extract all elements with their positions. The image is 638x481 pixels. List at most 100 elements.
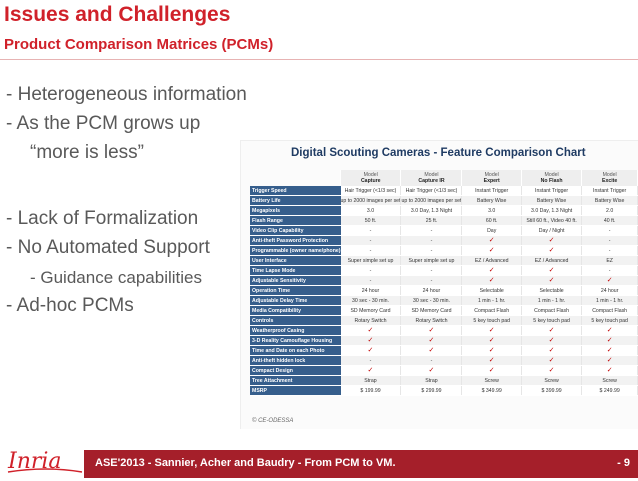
check-icon: ✓ [521,355,583,366]
check-icon: ✓ [521,345,583,356]
title-divider [0,59,638,60]
table-row: Trigger Speed Hair Trigger (<1/3 sec) Hair… [250,186,638,196]
check-icon: ✓ [461,345,522,356]
feature-value: Strap [400,375,463,386]
check-icon: ✓ [400,365,463,376]
feature-label: Anti-theft hidden lock [250,355,341,366]
feature-value: 1 min - 1 hr. [461,295,522,306]
feature-label: Adjustable Delay Time [250,295,341,306]
feature-label: Anti-theft Password Protection [250,235,341,246]
feature-value: 5 key touch pad [521,315,583,326]
check-icon: ✓ [521,235,583,246]
feature-value: $ 349.99 [461,385,522,396]
table-row: Compact Design ✓ ✓ ✓ ✓ ✓ [250,365,638,376]
feature-value: 1 min - 1 hr. [581,295,638,306]
feature-value: - [400,235,463,246]
table-row: Time Lapse Mode - - ✓ ✓ - [250,265,638,276]
model-name: Excite [601,178,618,184]
feature-value: 30 sec - 30 min. [340,295,402,306]
slide-title: Issues and Challenges [4,3,231,26]
check-icon: ✓ [521,325,583,336]
feature-value: Rotary Switch [400,315,463,326]
feature-label: Adjustable Sensitivity [250,275,341,286]
feature-value: Battery Wise [581,195,638,206]
model-header: Model Excite [581,170,638,186]
feature-value: - [581,235,638,246]
feature-value: 3.0 [461,205,522,216]
feature-value: Screw [521,375,583,386]
feature-value: EZ / Advanced [521,255,583,266]
feature-label: Time Lapse Mode [250,265,341,276]
check-icon: ✓ [340,325,402,336]
feature-value: 24 hour [581,285,638,296]
check-icon: ✓ [461,335,522,346]
feature-value: EZ / Advanced [461,255,522,266]
model-word: Model [424,172,439,178]
feature-value: Screw [461,375,522,386]
feature-value: - [400,225,463,236]
comparison-table: Model Capture Model Capture IR Model Expert Mo… [250,170,638,396]
feature-value: Strap [340,375,402,386]
table-row: Adjustable Delay Time 30 sec - 30 min. 30 … [250,295,638,306]
feature-value: Super simple set up [400,255,463,266]
check-icon: ✓ [340,335,402,346]
comparison-chart-title: Digital Scouting Cameras - Feature Compa… [291,147,586,159]
feature-value: - [581,245,638,256]
feature-value: 2.0 [581,205,638,216]
feature-label: Compact Design [250,365,341,376]
feature-label: Operation Time [250,285,341,296]
check-icon: ✓ [521,365,583,376]
check-icon: ✓ [581,275,638,286]
bullet-adhoc-pcms: - Ad-hoc PCMs [6,295,134,316]
feature-value: 5 key touch pad [581,315,638,326]
feature-label: Media Compatibility [250,305,341,316]
model-word: Model [484,172,499,178]
bullet-pcm-grows: - As the PCM grows up [6,113,201,134]
feature-value: Battery Wise [461,195,522,206]
table-row: 3-D Reality Camouflage Housing ✓ ✓ ✓ ✓ ✓ [250,335,638,346]
slide-subtitle: Product Comparison Matrices (PCMs) [4,36,274,53]
feature-label: Video Clip Capability [250,225,341,236]
check-icon: ✓ [521,245,583,256]
page-number: - 9 [617,457,630,469]
feature-label: Megapixels [250,205,341,216]
model-name: Expert [483,178,500,184]
feature-value: 60 ft. [461,215,522,226]
bullet-more-is-less: “more is less” [30,142,145,163]
model-word: Model [363,172,378,178]
feature-value: 25 ft. [400,215,463,226]
bullet-heterogeneous: - Heterogeneous information [6,84,247,105]
table-row: Programmable (owner name/phone) - - ✓ ✓ - [250,245,638,256]
feature-value: - [581,265,638,276]
inria-logo: Inria [6,446,84,481]
bullet-guidance: - Guidance capabilities [30,268,202,287]
feature-value: $ 249.99 [581,385,638,396]
model-name: No Flash [540,178,563,184]
feature-value: $ 399.99 [521,385,583,396]
feature-label: User Interface [250,255,341,266]
feature-value: - [340,265,402,276]
check-icon: ✓ [340,365,402,376]
table-header-row: Model Capture Model Capture IR Model Expert Mo… [250,170,638,186]
feature-value: Screw [581,375,638,386]
feature-label: Trigger Speed [250,186,341,196]
table-row: Tree Attachment Strap Strap Screw Screw Screw [250,375,638,386]
feature-label: Weatherproof Casing [250,325,341,336]
feature-value: EZ [581,255,638,266]
table-row: Anti-theft Password Protection - - ✓ ✓ - [250,235,638,246]
table-row: Video Clip Capability - - Day Day / Night - [250,225,638,236]
feature-value: up to 2000 images per set [340,195,402,206]
feature-value: 3.0 Day, 1.3 Night [521,205,583,216]
model-header: Model Capture [340,170,402,186]
model-name: Capture IR [418,178,445,184]
check-icon: ✓ [521,265,583,276]
feature-value: - [340,245,402,256]
feature-label: 3-D Reality Camouflage Housing [250,335,341,346]
feature-value: Compact Flash [581,305,638,316]
feature-value: Instant Trigger [521,186,583,196]
table-row: Media Compatibility SD Memory Card SD Memo… [250,305,638,316]
feature-value: Instant Trigger [581,186,638,196]
table-row: Battery Life up to 2000 images per set up … [250,195,638,206]
feature-label: Flash Range [250,215,341,226]
